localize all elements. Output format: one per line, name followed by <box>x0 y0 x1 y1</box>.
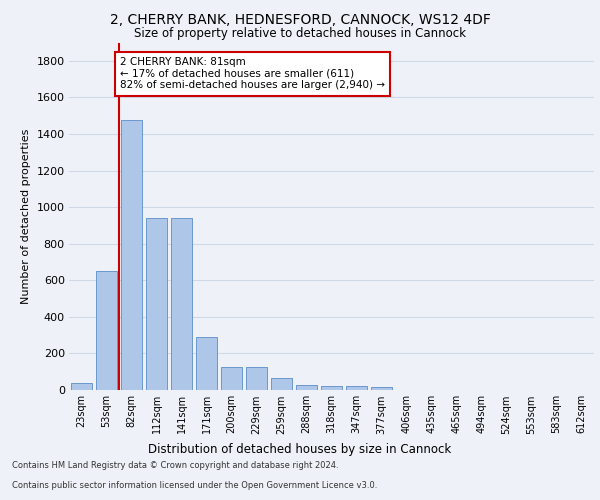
Text: 2, CHERRY BANK, HEDNESFORD, CANNOCK, WS12 4DF: 2, CHERRY BANK, HEDNESFORD, CANNOCK, WS1… <box>110 12 490 26</box>
Bar <box>196 337 217 390</box>
Bar <box>246 367 267 390</box>
Text: Contains public sector information licensed under the Open Government Licence v3: Contains public sector information licen… <box>12 481 377 490</box>
Bar <box>71 382 92 390</box>
Bar <box>371 388 392 390</box>
Text: Distribution of detached houses by size in Cannock: Distribution of detached houses by size … <box>148 442 452 456</box>
Bar <box>171 218 192 390</box>
Bar <box>146 218 167 390</box>
Bar <box>121 120 142 390</box>
Bar <box>271 378 292 390</box>
Bar <box>296 386 317 390</box>
Bar <box>346 386 367 390</box>
Y-axis label: Number of detached properties: Number of detached properties <box>21 128 31 304</box>
Bar <box>96 271 117 390</box>
Text: Size of property relative to detached houses in Cannock: Size of property relative to detached ho… <box>134 28 466 40</box>
Bar <box>321 386 342 390</box>
Text: Contains HM Land Registry data © Crown copyright and database right 2024.: Contains HM Land Registry data © Crown c… <box>12 461 338 470</box>
Bar <box>221 367 242 390</box>
Text: 2 CHERRY BANK: 81sqm
← 17% of detached houses are smaller (611)
82% of semi-deta: 2 CHERRY BANK: 81sqm ← 17% of detached h… <box>120 57 385 90</box>
